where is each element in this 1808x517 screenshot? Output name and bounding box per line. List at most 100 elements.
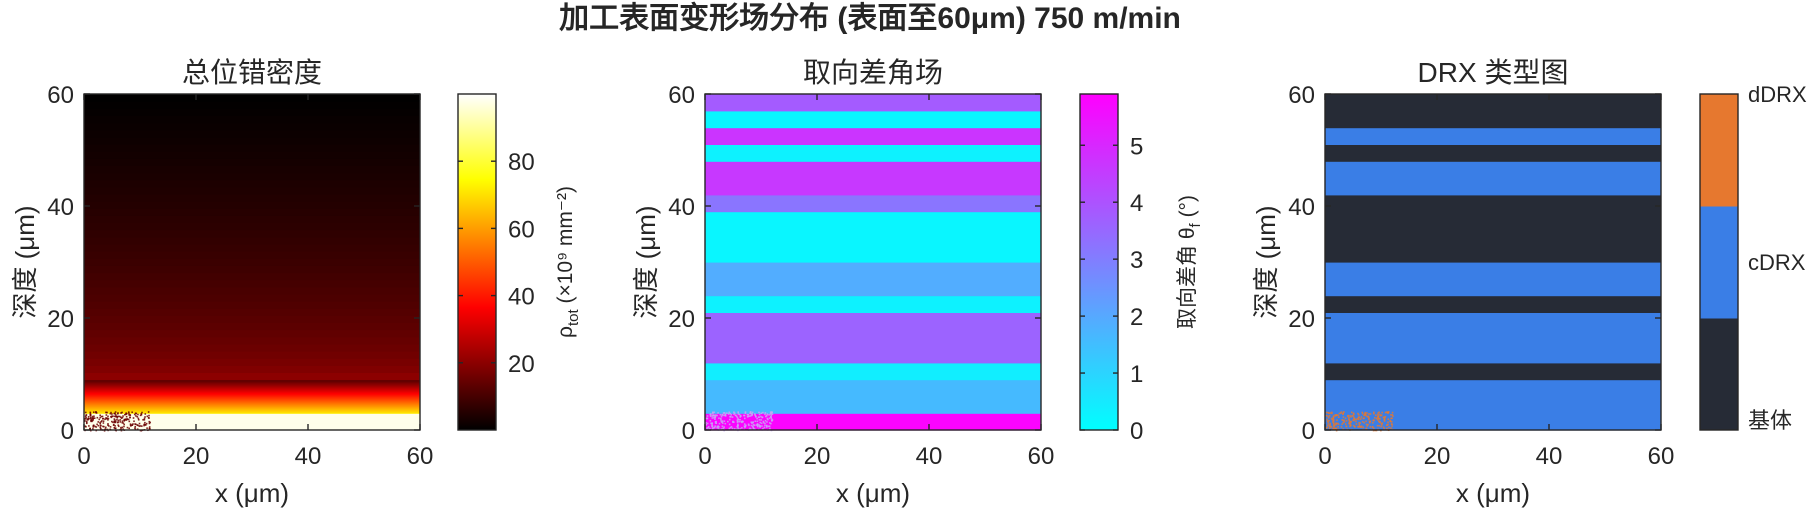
speckle-dot [744, 411, 747, 413]
speckle-dot [741, 427, 743, 429]
speckle-dot [111, 413, 113, 415]
speckle-dot [1391, 414, 1394, 416]
speckle-dot [144, 413, 147, 415]
speckle-dot [1357, 413, 1360, 416]
speckle-dot [1367, 416, 1370, 418]
heat-band [705, 194, 1041, 213]
speckle-dot [752, 425, 754, 428]
speckle-dot [739, 416, 742, 418]
speckle-dot [85, 417, 87, 419]
speckle-dot [1377, 416, 1379, 418]
speckle-dot [1336, 419, 1338, 421]
heat-band [705, 262, 1041, 297]
heatmap-image [84, 94, 420, 431]
speckle-dot [722, 412, 725, 414]
speckle-dot [1373, 427, 1375, 430]
speckle-dot [1329, 425, 1332, 428]
speckle-dot [148, 426, 151, 428]
speckle-dot [1392, 415, 1394, 417]
speckle-dot [737, 411, 740, 413]
speckle-dot [89, 416, 92, 419]
speckle-dot [720, 415, 723, 418]
speckle-dot [92, 424, 95, 427]
heat-cell [84, 397, 420, 399]
colorbar-tick-label: 2 [1130, 304, 1143, 331]
heat-cell [84, 398, 420, 400]
speckle-dot [717, 427, 720, 429]
speckle-dot [761, 416, 764, 419]
speckle-dot [759, 425, 761, 427]
speckle-dot [764, 424, 766, 427]
colorbar-label: ρtot (×10⁹ mm⁻²) [554, 186, 582, 338]
speckle-dot [1327, 423, 1330, 425]
heat-cell [84, 136, 420, 145]
speckle-dot [751, 422, 753, 424]
heat-cell [84, 151, 420, 159]
speckle-dot [712, 411, 714, 414]
speckle-dot [714, 421, 717, 423]
heat-cell [84, 251, 420, 259]
speckle-dot [1379, 421, 1382, 423]
speckle-dot [729, 426, 732, 429]
speckle-dot [1353, 417, 1355, 419]
speckle-dot [1341, 423, 1343, 426]
speckle-dot [1342, 428, 1345, 430]
speckle-dot [1360, 426, 1362, 429]
heat-band [705, 127, 1041, 145]
speckle-dot [99, 426, 102, 429]
heat-cell [84, 94, 420, 102]
speckle-dot [1346, 428, 1349, 431]
speckle-dot [1383, 420, 1386, 422]
speckle-dot [752, 426, 755, 429]
speckle-dot [112, 415, 114, 418]
speckle-dot [1377, 428, 1379, 431]
speckle-dot [89, 427, 91, 430]
speckle-dot [91, 415, 94, 418]
speckle-dot [123, 420, 126, 422]
speckle-dot [137, 417, 140, 420]
speckle-dot [770, 414, 773, 417]
speckle-dot [728, 411, 730, 414]
heatmap-image [705, 94, 1041, 431]
heat-cell [84, 222, 420, 231]
speckle-dot [1364, 411, 1366, 414]
speckle-dot [97, 421, 100, 423]
y-axis-label: 深度 (μm) [631, 205, 661, 318]
speckle-dot [764, 419, 767, 422]
speckle-dot [720, 419, 722, 421]
speckle-dot [738, 413, 741, 416]
speckle-dot [765, 426, 768, 428]
speckle-dot [1333, 427, 1335, 430]
speckle-dot [1368, 418, 1370, 421]
speckle-dot [121, 420, 124, 422]
speckle-dot [1340, 412, 1342, 415]
speckle-dot [1368, 417, 1370, 420]
speckle-dot [1361, 411, 1364, 414]
speckle-dot [1341, 419, 1344, 421]
speckle-dot [771, 413, 774, 415]
speckle-dot [734, 414, 737, 417]
speckle-dot [114, 425, 116, 427]
speckle-dot [714, 418, 716, 421]
speckle-dot [747, 423, 750, 426]
heat-cell [84, 407, 420, 409]
speckle-dot [760, 412, 763, 415]
speckle-dot [126, 418, 129, 421]
speckle-dot [148, 420, 151, 423]
speckle-dot [713, 411, 715, 414]
speckle-dot [713, 427, 715, 429]
speckle-dot [129, 423, 132, 425]
speckle-dot [1386, 427, 1388, 430]
speckle-dot [724, 422, 727, 425]
speckle-dot [120, 426, 122, 429]
speckle-dot [119, 419, 122, 421]
colorbar: 20 40 60 80 ρtot (×10⁹ mm⁻²) [457, 93, 582, 431]
speckle-dot [764, 412, 767, 414]
y-tick-label: 0 [61, 418, 74, 445]
speckle-dot [1352, 424, 1355, 427]
speckle-dot [125, 419, 127, 421]
speckle-dot [723, 420, 726, 422]
speckle-dot [92, 426, 95, 428]
speckle-dot [128, 412, 130, 415]
heat-cell [84, 279, 420, 288]
